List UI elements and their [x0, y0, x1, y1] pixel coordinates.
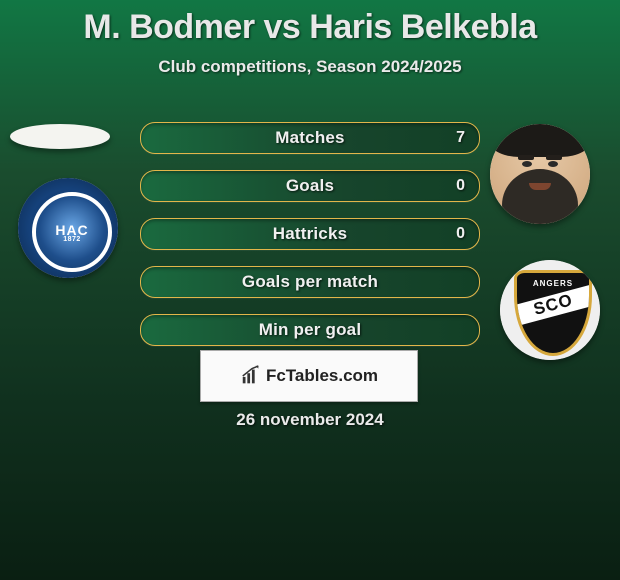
le-havre-crest-icon: HAC 1872 [18, 178, 118, 278]
banner-text: FcTables.com [266, 366, 378, 386]
stat-value-right: 7 [456, 123, 465, 153]
stat-label: Min per goal [141, 315, 479, 345]
stat-label: Goals per match [141, 267, 479, 297]
stat-rows: Matches 7 Goals 0 Hattricks 0 Goals per … [140, 122, 480, 362]
stat-row-min-per-goal: Min per goal [140, 314, 480, 346]
left-player-avatar-blank [10, 124, 110, 149]
angers-sco-crest-icon: ANGERS SCO [500, 260, 600, 360]
stat-value-right: 0 [456, 219, 465, 249]
page-subtitle: Club competitions, Season 2024/2025 [0, 57, 620, 77]
stat-row-goals-per-match: Goals per match [140, 266, 480, 298]
stat-value-right: 0 [456, 171, 465, 201]
right-club-crest: ANGERS SCO [500, 260, 600, 360]
stat-label: Hattricks [141, 219, 479, 249]
bar-chart-icon [240, 365, 262, 387]
player-face-icon [490, 124, 590, 224]
crest-sub-text: 1872 [63, 236, 81, 243]
date-text: 26 november 2024 [0, 410, 620, 430]
crest-top-text: ANGERS [517, 279, 589, 288]
left-club-crest: HAC 1872 [18, 178, 118, 278]
stat-row-hattricks: Hattricks 0 [140, 218, 480, 250]
stat-label: Matches [141, 123, 479, 153]
page-title: M. Bodmer vs Haris Belkebla [0, 0, 620, 47]
crest-main-text: SCO [514, 283, 592, 329]
right-player-avatar [490, 124, 590, 224]
stat-row-goals: Goals 0 [140, 170, 480, 202]
stat-label: Goals [141, 171, 479, 201]
stat-row-matches: Matches 7 [140, 122, 480, 154]
source-banner[interactable]: FcTables.com [200, 350, 418, 402]
